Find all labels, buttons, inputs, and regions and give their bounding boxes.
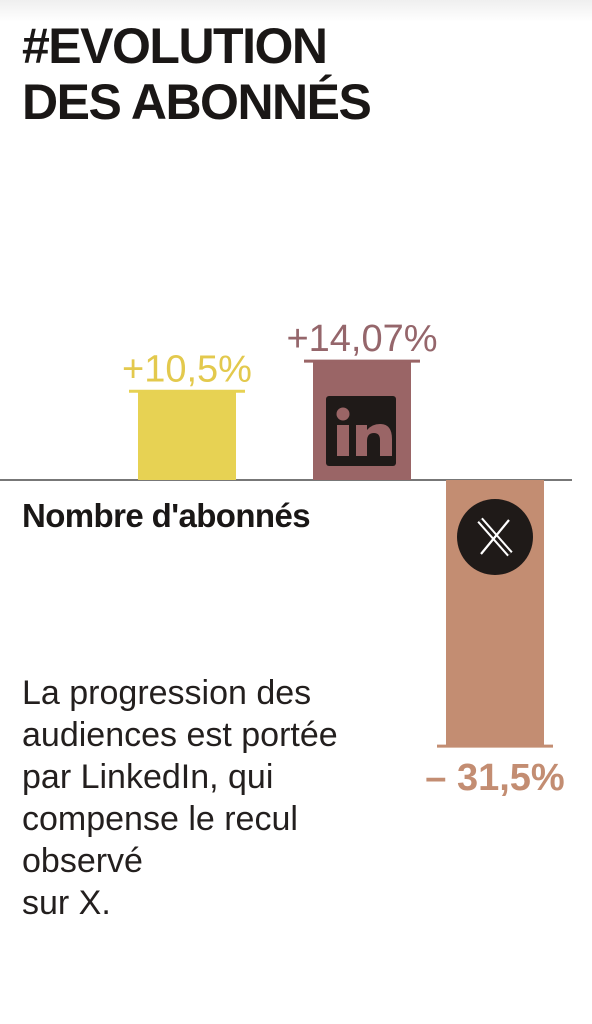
caption-line: compense le recul (22, 800, 298, 838)
bar-1 (138, 391, 236, 480)
linkedin-icon (326, 396, 396, 466)
caption-line: audiences est portée (22, 716, 338, 754)
caption-line: par LinkedIn, qui (22, 758, 274, 796)
data-label-3: – 31,5% (425, 757, 564, 799)
title-line-1: #EVOLUTION (22, 18, 328, 74)
x-icon (457, 499, 533, 575)
title-line-2: DES ABONNÉS (22, 74, 372, 130)
axis-title: Nombre d'abonnés (22, 497, 311, 534)
caption-line: sur X. (22, 884, 111, 922)
caption-line: La progression des (22, 674, 312, 712)
data-label-1: +10,5% (122, 348, 252, 390)
top-band (0, 0, 592, 22)
chart-caption: La progression des audiences est portée … (22, 672, 422, 924)
caption-line: observé (22, 842, 143, 880)
data-label-2: +14,07% (286, 318, 437, 360)
page-title: #EVOLUTION DES ABONNÉS (22, 18, 372, 130)
